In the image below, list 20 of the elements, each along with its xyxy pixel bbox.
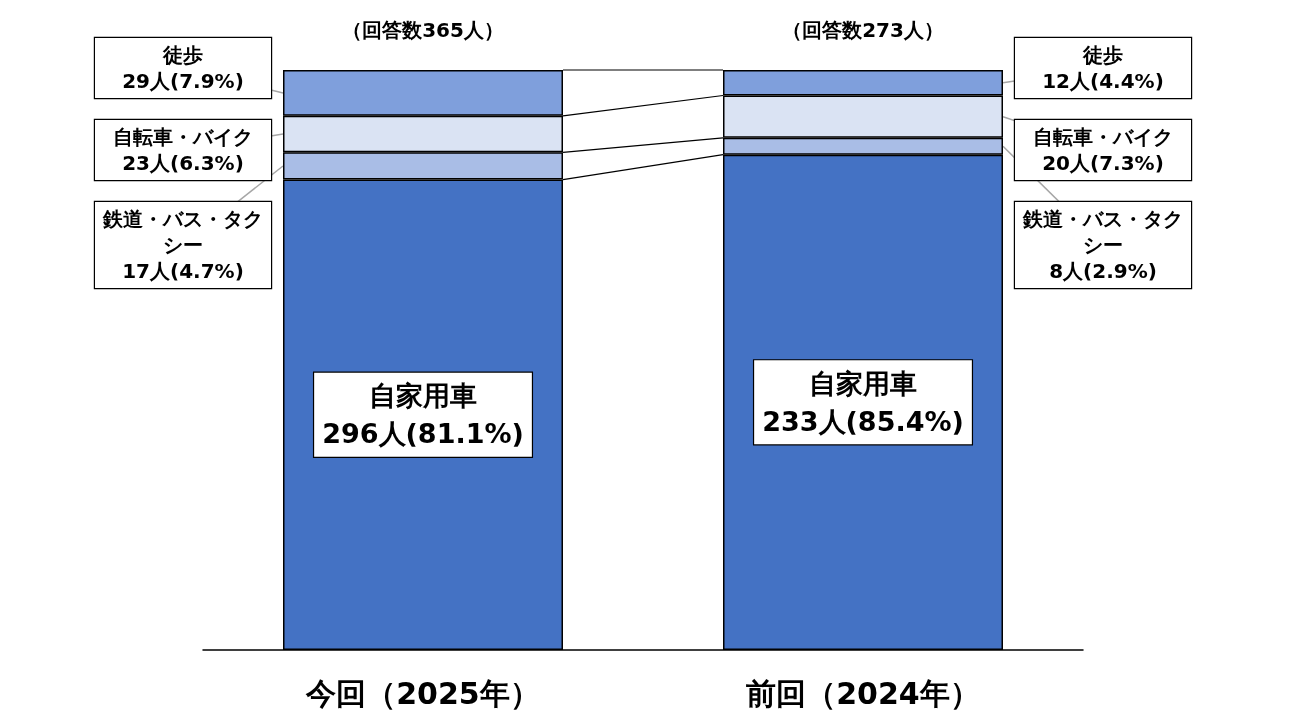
text: （回答数273人） xyxy=(782,18,944,42)
data-label: 29人(7.9%) xyxy=(122,69,244,93)
data-label: 20人(7.3%) xyxy=(1042,151,1164,175)
data-label: 233人(85.4%) xyxy=(762,405,964,437)
data-label: 17人(4.7%) xyxy=(122,259,244,283)
x-tick-label: 今回（2025年） xyxy=(305,675,540,711)
data-label: 23人(6.3%) xyxy=(122,151,244,175)
text: 鉄道・バス・タクシー xyxy=(1023,207,1183,257)
series-label: 自家用車 xyxy=(369,380,477,412)
text: 自家用車 xyxy=(809,367,917,399)
series-label: 鉄道・バス・タクシー xyxy=(102,207,263,257)
data-label: 12人(4.4%) xyxy=(1042,69,1164,93)
x-tick-label: 前回（2024年） xyxy=(746,675,980,711)
series-label: 自転車・バイク xyxy=(113,125,253,149)
text: 徒歩 xyxy=(1083,43,1123,67)
text: 自転車・バイク xyxy=(1033,125,1173,149)
data-label: 296人(81.1%) xyxy=(322,418,524,450)
text: 徒歩 xyxy=(162,43,203,67)
data-label: 8人(2.9%) xyxy=(1049,259,1157,283)
text: （回答数365人） xyxy=(342,18,504,42)
